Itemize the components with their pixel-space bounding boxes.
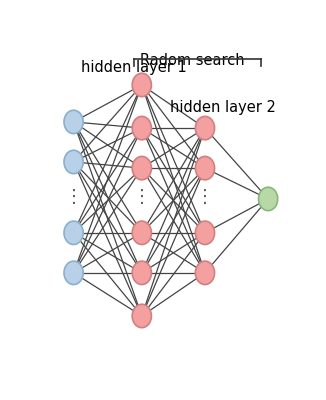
Circle shape bbox=[195, 116, 215, 140]
Text: ⋮: ⋮ bbox=[65, 188, 82, 206]
Circle shape bbox=[195, 156, 215, 180]
Circle shape bbox=[195, 261, 215, 284]
Circle shape bbox=[195, 221, 215, 244]
Circle shape bbox=[132, 221, 151, 244]
Text: Radom search: Radom search bbox=[140, 53, 244, 68]
Text: ⋮: ⋮ bbox=[196, 188, 214, 206]
Text: hidden layer 1: hidden layer 1 bbox=[82, 60, 187, 75]
Circle shape bbox=[259, 187, 278, 211]
Circle shape bbox=[132, 116, 151, 140]
Circle shape bbox=[132, 304, 151, 328]
Circle shape bbox=[64, 150, 83, 174]
Circle shape bbox=[132, 156, 151, 180]
Circle shape bbox=[64, 221, 83, 244]
Circle shape bbox=[132, 261, 151, 284]
Circle shape bbox=[64, 261, 83, 284]
Text: ⋮: ⋮ bbox=[133, 188, 151, 206]
Circle shape bbox=[64, 110, 83, 134]
Circle shape bbox=[132, 73, 151, 97]
Text: hidden layer 2: hidden layer 2 bbox=[170, 100, 275, 115]
